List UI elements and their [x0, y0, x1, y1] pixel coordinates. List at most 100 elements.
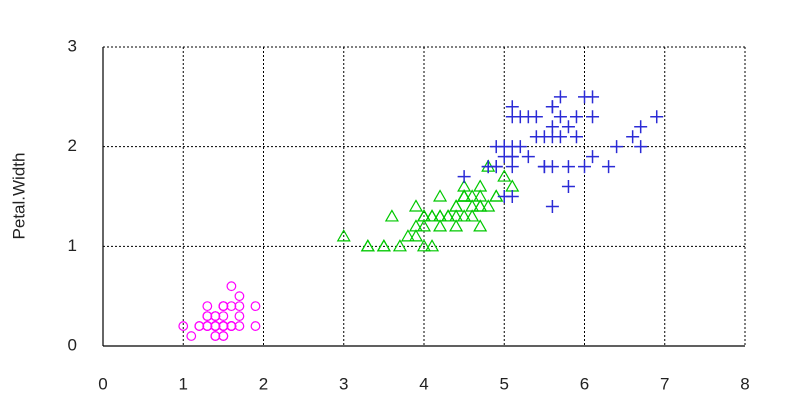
point: [234, 321, 245, 331]
point: [210, 331, 221, 341]
point: [433, 219, 448, 232]
point: [553, 110, 567, 124]
x-tick-label: 6: [580, 374, 589, 393]
point: [610, 140, 624, 154]
point: [186, 331, 197, 341]
point: [489, 140, 503, 154]
x-tick-label: 2: [259, 374, 268, 393]
point: [457, 189, 472, 202]
x-tick-label: 3: [339, 374, 348, 393]
point: [234, 301, 245, 312]
point: [376, 239, 391, 252]
point: [433, 189, 448, 202]
point: [505, 160, 519, 174]
point: [400, 229, 415, 242]
point: [392, 239, 407, 252]
point: [202, 311, 213, 322]
point: [634, 120, 648, 134]
point: [586, 110, 600, 124]
point: [194, 321, 205, 331]
point: [408, 199, 424, 212]
point: [529, 110, 543, 124]
point: [602, 160, 616, 174]
point: [360, 239, 375, 252]
point: [234, 291, 245, 302]
point: [424, 239, 440, 252]
point: [457, 189, 472, 202]
point: [513, 110, 527, 124]
x-tick-label: 0: [98, 374, 107, 393]
point: [634, 140, 648, 154]
point: [497, 169, 512, 182]
point: [545, 100, 559, 114]
point: [250, 301, 261, 312]
x-tick-label: 1: [179, 374, 188, 393]
point: [457, 189, 472, 202]
point: [473, 219, 488, 232]
point: [441, 209, 456, 222]
x-tick-label: 8: [740, 374, 749, 393]
point: [376, 239, 391, 252]
x-tick-label: 5: [500, 374, 509, 393]
point: [226, 281, 237, 292]
point: [561, 180, 575, 194]
point: [457, 179, 472, 192]
point: [250, 321, 261, 331]
point: [210, 311, 221, 322]
point: [226, 301, 237, 312]
point: [561, 160, 575, 174]
point: [424, 209, 440, 222]
point: [218, 331, 229, 341]
point: [384, 209, 399, 222]
point: [578, 160, 591, 174]
point: [416, 239, 432, 252]
point: [218, 311, 229, 322]
point: [360, 239, 375, 252]
point: [586, 150, 600, 164]
point: [545, 199, 559, 213]
point: [457, 170, 471, 184]
point: [569, 130, 583, 144]
point: [626, 130, 640, 144]
point: [457, 189, 472, 202]
point: [408, 229, 424, 242]
point: [561, 120, 575, 134]
point: [465, 199, 480, 212]
point: [473, 199, 488, 212]
point: [481, 199, 496, 212]
x-tick-label: 7: [660, 374, 669, 393]
y-axis-title: Petal.Width: [9, 153, 28, 240]
point: [336, 229, 351, 242]
point: [505, 179, 520, 192]
point: [416, 219, 432, 232]
y-tick-label: 0: [68, 335, 77, 354]
point: [473, 199, 488, 212]
point: [178, 321, 189, 331]
point: [521, 150, 535, 164]
point: [569, 110, 583, 124]
point: [202, 321, 213, 331]
point: [408, 219, 424, 232]
y-tick-label: 2: [68, 136, 77, 155]
point: [457, 209, 472, 222]
point: [210, 321, 221, 331]
point: [553, 90, 567, 104]
point: [202, 301, 213, 312]
point: [234, 311, 245, 322]
point: [545, 120, 559, 134]
point: [465, 209, 480, 222]
point: [441, 209, 456, 222]
point: [433, 209, 448, 222]
y-tick-label: 1: [68, 236, 77, 255]
point: [497, 150, 511, 164]
point: [586, 90, 600, 104]
point: [218, 321, 229, 331]
point: [505, 190, 519, 203]
point: [473, 189, 488, 202]
point: [449, 219, 464, 232]
point: [529, 130, 543, 144]
y-tick-label: 3: [68, 36, 77, 55]
x-tick-label: 4: [419, 374, 428, 393]
point: [457, 189, 472, 202]
